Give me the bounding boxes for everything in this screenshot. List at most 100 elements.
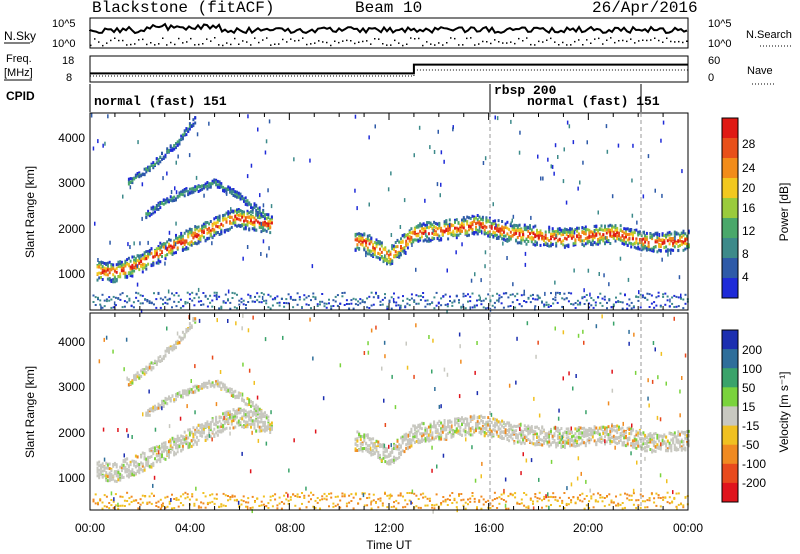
echo-cell: [230, 422, 233, 426]
ground-scatter-cell: [188, 297, 191, 300]
echo-cell: [127, 263, 130, 266]
echo-cell: [426, 437, 429, 441]
noise-cell: [166, 171, 168, 176]
ground-scatter-cell: [615, 296, 617, 299]
echo-cell: [215, 183, 218, 187]
echo-cell: [178, 237, 181, 241]
echo-cell: [194, 234, 197, 238]
noise-cell: [530, 215, 532, 220]
echo-cell: [202, 385, 205, 389]
echo-cell: [199, 185, 202, 189]
echo-cell: [356, 430, 359, 434]
echo-cell: [359, 232, 362, 236]
noise-cell: [551, 164, 554, 169]
echo-cell: [602, 432, 605, 435]
ground-scatter-cell: [370, 304, 373, 307]
echo-cell: [138, 467, 141, 471]
echo-cell: [204, 185, 207, 189]
echo-cell: [609, 427, 612, 431]
echo-cell: [635, 442, 638, 446]
noise-cell: [223, 188, 226, 193]
nave-ytick-top: 60: [708, 55, 720, 67]
noise-cell: [550, 164, 552, 169]
ground-scatter-cell: [157, 292, 160, 295]
echo-cell: [673, 445, 676, 449]
echo-cell: [183, 188, 186, 191]
echo-cell: [115, 266, 118, 270]
echo-cell: [229, 221, 231, 225]
echo-cell: [124, 271, 127, 275]
noise-cell: [568, 124, 571, 129]
echo-cell: [173, 244, 176, 248]
echo-cell: [370, 441, 373, 445]
echo-cell: [516, 436, 519, 440]
echo-cell: [199, 228, 202, 232]
echo-cell: [398, 446, 401, 450]
echo-cell: [518, 223, 521, 227]
echo-cell: [420, 235, 423, 239]
echo-cell: [267, 216, 270, 220]
echo-cell: [133, 177, 136, 181]
nsearch-dot: [642, 39, 644, 41]
echo-cell: [138, 471, 141, 475]
echo-cell: [180, 236, 183, 240]
echo-cell: [562, 444, 565, 448]
echo-cell: [574, 436, 577, 440]
echo-cell: [455, 218, 458, 222]
echo-cell: [626, 233, 629, 236]
echo-cell: [188, 431, 191, 435]
echo-cell: [506, 220, 509, 224]
echo-cell: [675, 435, 678, 439]
echo-cell: [502, 420, 505, 424]
ground-scatter-cell: [626, 307, 629, 310]
echo-cell: [218, 419, 221, 423]
echo-cell: [119, 272, 122, 276]
echo-cell: [105, 263, 108, 266]
echo-cell: [131, 471, 134, 474]
echo-cell: [558, 231, 561, 235]
echo-cell: [631, 428, 634, 432]
noise-cell: [140, 309, 143, 314]
echo-cell: [668, 248, 671, 252]
echo-cell: [433, 420, 436, 424]
echo-cell: [101, 268, 104, 272]
ground-scatter-cell: [496, 299, 499, 302]
echo-cell: [485, 428, 488, 431]
echo-cell: [618, 441, 620, 445]
echo-cell: [551, 232, 554, 236]
echo-cell: [270, 217, 273, 221]
ground-scatter-cell: [336, 304, 339, 307]
echo-cell: [448, 231, 451, 235]
echo-cell: [457, 221, 460, 225]
echo-cell: [197, 423, 200, 427]
echo-cell: [188, 187, 191, 191]
echo-cell: [565, 432, 568, 436]
cpid-mode-1: normal (fast) 151: [94, 94, 227, 109]
noise-cell: [678, 275, 681, 280]
echo-cell: [562, 230, 565, 234]
echo-cell: [654, 445, 657, 449]
echo-cell: [494, 233, 497, 237]
echo-cell: [157, 207, 160, 211]
echo-cell: [176, 392, 179, 396]
echo-cell: [185, 247, 188, 251]
noise-cell: [518, 150, 521, 155]
echo-cell: [230, 416, 233, 420]
echo-cell: [234, 194, 237, 198]
echo-cell: [534, 243, 537, 247]
echo-cell: [143, 255, 146, 258]
echo-cell: [103, 272, 106, 276]
echo-cell: [455, 230, 458, 234]
echo-cell: [215, 216, 218, 219]
echo-cell: [448, 419, 451, 423]
echo-cell: [576, 444, 579, 448]
echo-cell: [155, 460, 158, 464]
echo-cell: [513, 431, 516, 434]
echo-cell: [181, 189, 184, 193]
echo-cell: [487, 420, 490, 424]
echo-cell: [237, 423, 240, 427]
echo-cell: [166, 446, 169, 450]
echo-cell: [256, 407, 259, 411]
echo-cell: [134, 472, 137, 475]
echo-cell: [494, 421, 497, 425]
